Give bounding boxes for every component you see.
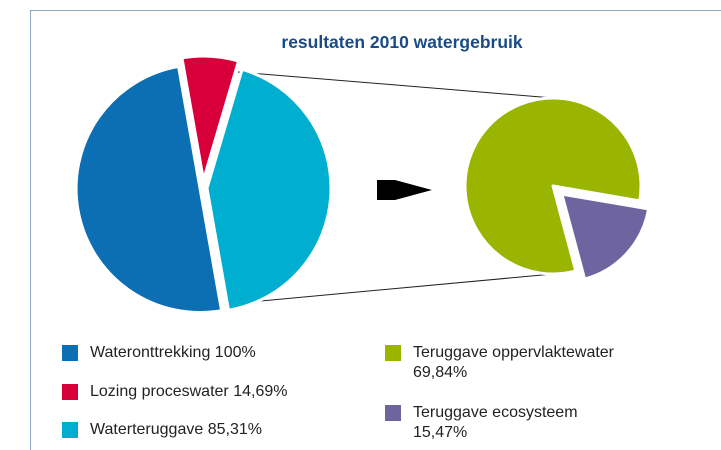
frame bbox=[30, 10, 721, 450]
arrow bbox=[377, 180, 432, 200]
legend-value: 85,31% bbox=[207, 421, 262, 438]
legend-swatch bbox=[62, 345, 78, 361]
pie-slice bbox=[74, 64, 224, 314]
legend-label: Waterteruggave bbox=[90, 421, 204, 438]
legend-value: 15,47% bbox=[413, 424, 468, 441]
legend-item: Teruggave ecosysteem 15,47% bbox=[385, 403, 628, 443]
pie-slice bbox=[205, 67, 333, 312]
legend-item: Teruggave oppervlaktewater 69,84% bbox=[385, 343, 628, 383]
pie-slice bbox=[463, 96, 643, 276]
legend-swatch bbox=[62, 384, 78, 400]
legend-value: 14,69% bbox=[233, 383, 288, 400]
legend-label: Wateronttrekking bbox=[90, 344, 211, 361]
legend-swatch bbox=[385, 405, 401, 421]
legend-label: Teruggave oppervlaktewater bbox=[413, 344, 615, 361]
connector bbox=[227, 273, 554, 305]
legend-item: Wateronttrekking 100% bbox=[62, 343, 305, 363]
legend-value: 69,84% bbox=[413, 364, 468, 381]
pie-slice bbox=[560, 192, 651, 281]
legend-label: Teruggave ecosysteem bbox=[413, 404, 578, 421]
legend-value: 100% bbox=[214, 344, 256, 361]
chart-title: resultaten 2010 watergebruik bbox=[281, 32, 522, 52]
connector bbox=[237, 71, 554, 99]
legend-label: Lozing proceswater bbox=[90, 383, 229, 400]
legend-swatch bbox=[62, 422, 78, 438]
pie-slice bbox=[180, 54, 241, 182]
legend-item: Waterteruggave 85,31% bbox=[62, 420, 305, 440]
legend-swatch bbox=[385, 345, 401, 361]
legend-item: Lozing proceswater 14,69% bbox=[62, 382, 305, 402]
